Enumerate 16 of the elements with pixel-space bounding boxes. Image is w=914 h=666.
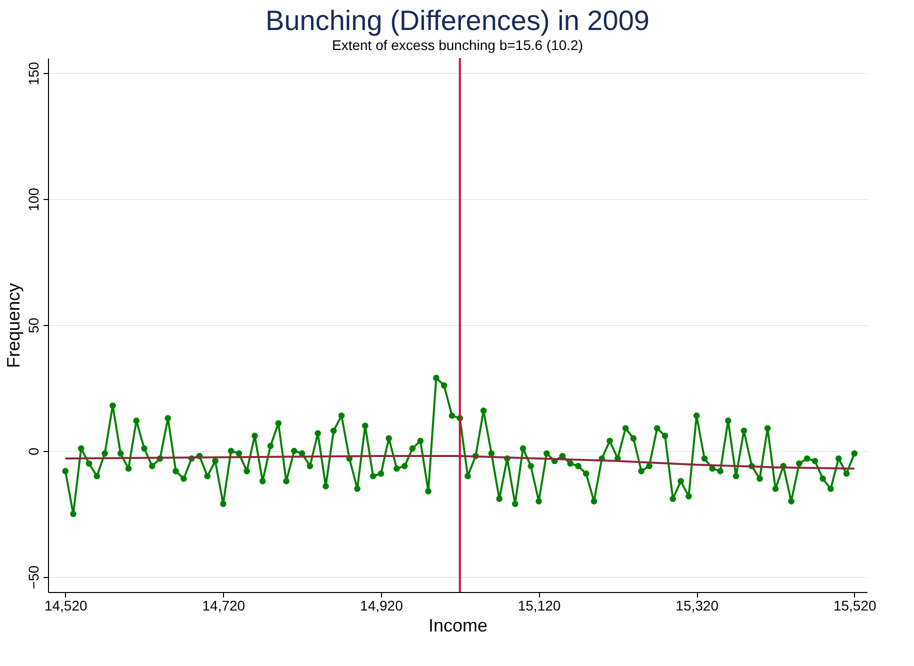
x-tick-label: 15,520 xyxy=(833,598,876,614)
y-tick-label: 150 xyxy=(26,62,42,86)
x-tick-label: 14,920 xyxy=(360,598,404,614)
x-axis-title: Income xyxy=(428,616,488,636)
x-tick-label: 15,320 xyxy=(676,598,719,614)
x-tick-label: 14,720 xyxy=(202,598,246,614)
chart-title: Bunching (Differences) in 2009 xyxy=(266,5,650,36)
chart-subtitle: Extent of excess bunching b=15.6 (10.2) xyxy=(332,37,583,53)
y-tick-label: 0 xyxy=(26,447,42,456)
line-series xyxy=(64,454,856,470)
y-axis-title: Frequency xyxy=(4,282,24,368)
x-tick-label: 15,120 xyxy=(518,598,561,614)
x-tick-label: 14,520 xyxy=(44,598,88,614)
y-tick-label: 100 xyxy=(26,188,42,212)
y-tick-label: −50 xyxy=(26,565,42,590)
y-tick-label: 50 xyxy=(26,318,42,334)
